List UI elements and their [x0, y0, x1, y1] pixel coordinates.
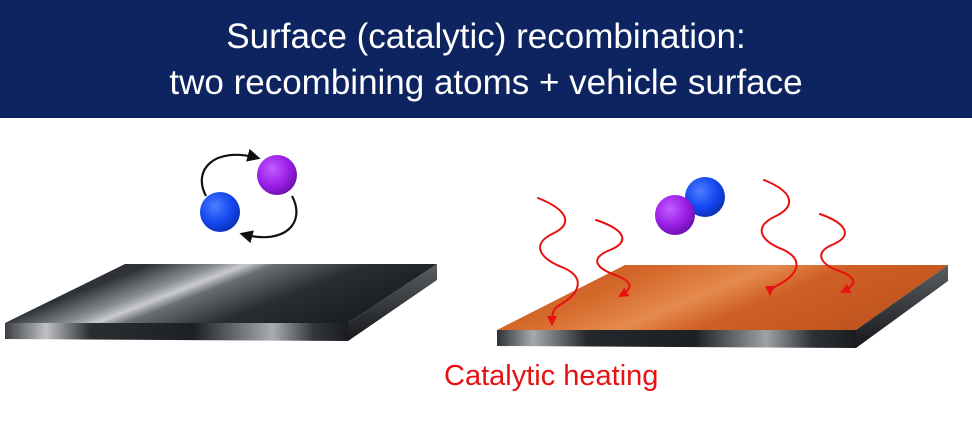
heat-arrow-icon — [537, 197, 579, 326]
blue-atom — [685, 177, 725, 217]
heat-arrows — [537, 179, 855, 326]
purple-atom — [257, 155, 297, 195]
separate-atoms — [200, 148, 298, 244]
title-line-1: Surface (catalytic) recombination: — [226, 17, 746, 56]
blue-atom — [200, 192, 240, 232]
recombination-arrow-top-icon — [200, 148, 261, 197]
vehicle-surface-plate-right — [497, 265, 948, 348]
recombination-illustration — [5, 148, 948, 348]
title-line-2: two recombining atoms + vehicle surface — [169, 63, 803, 102]
heat-arrow-icon — [760, 179, 798, 296]
recombined-molecule — [655, 177, 725, 235]
heat-arrow-icon — [819, 213, 855, 293]
catalytic-heating-label: Catalytic heating — [444, 360, 659, 392]
recombination-arrow-bottom-icon — [239, 195, 298, 244]
vehicle-surface-plate-left — [5, 264, 437, 341]
heat-arrow-icon — [595, 219, 631, 298]
purple-atom — [655, 195, 695, 235]
title-banner: Surface (catalytic) recombination: two r… — [0, 0, 972, 118]
